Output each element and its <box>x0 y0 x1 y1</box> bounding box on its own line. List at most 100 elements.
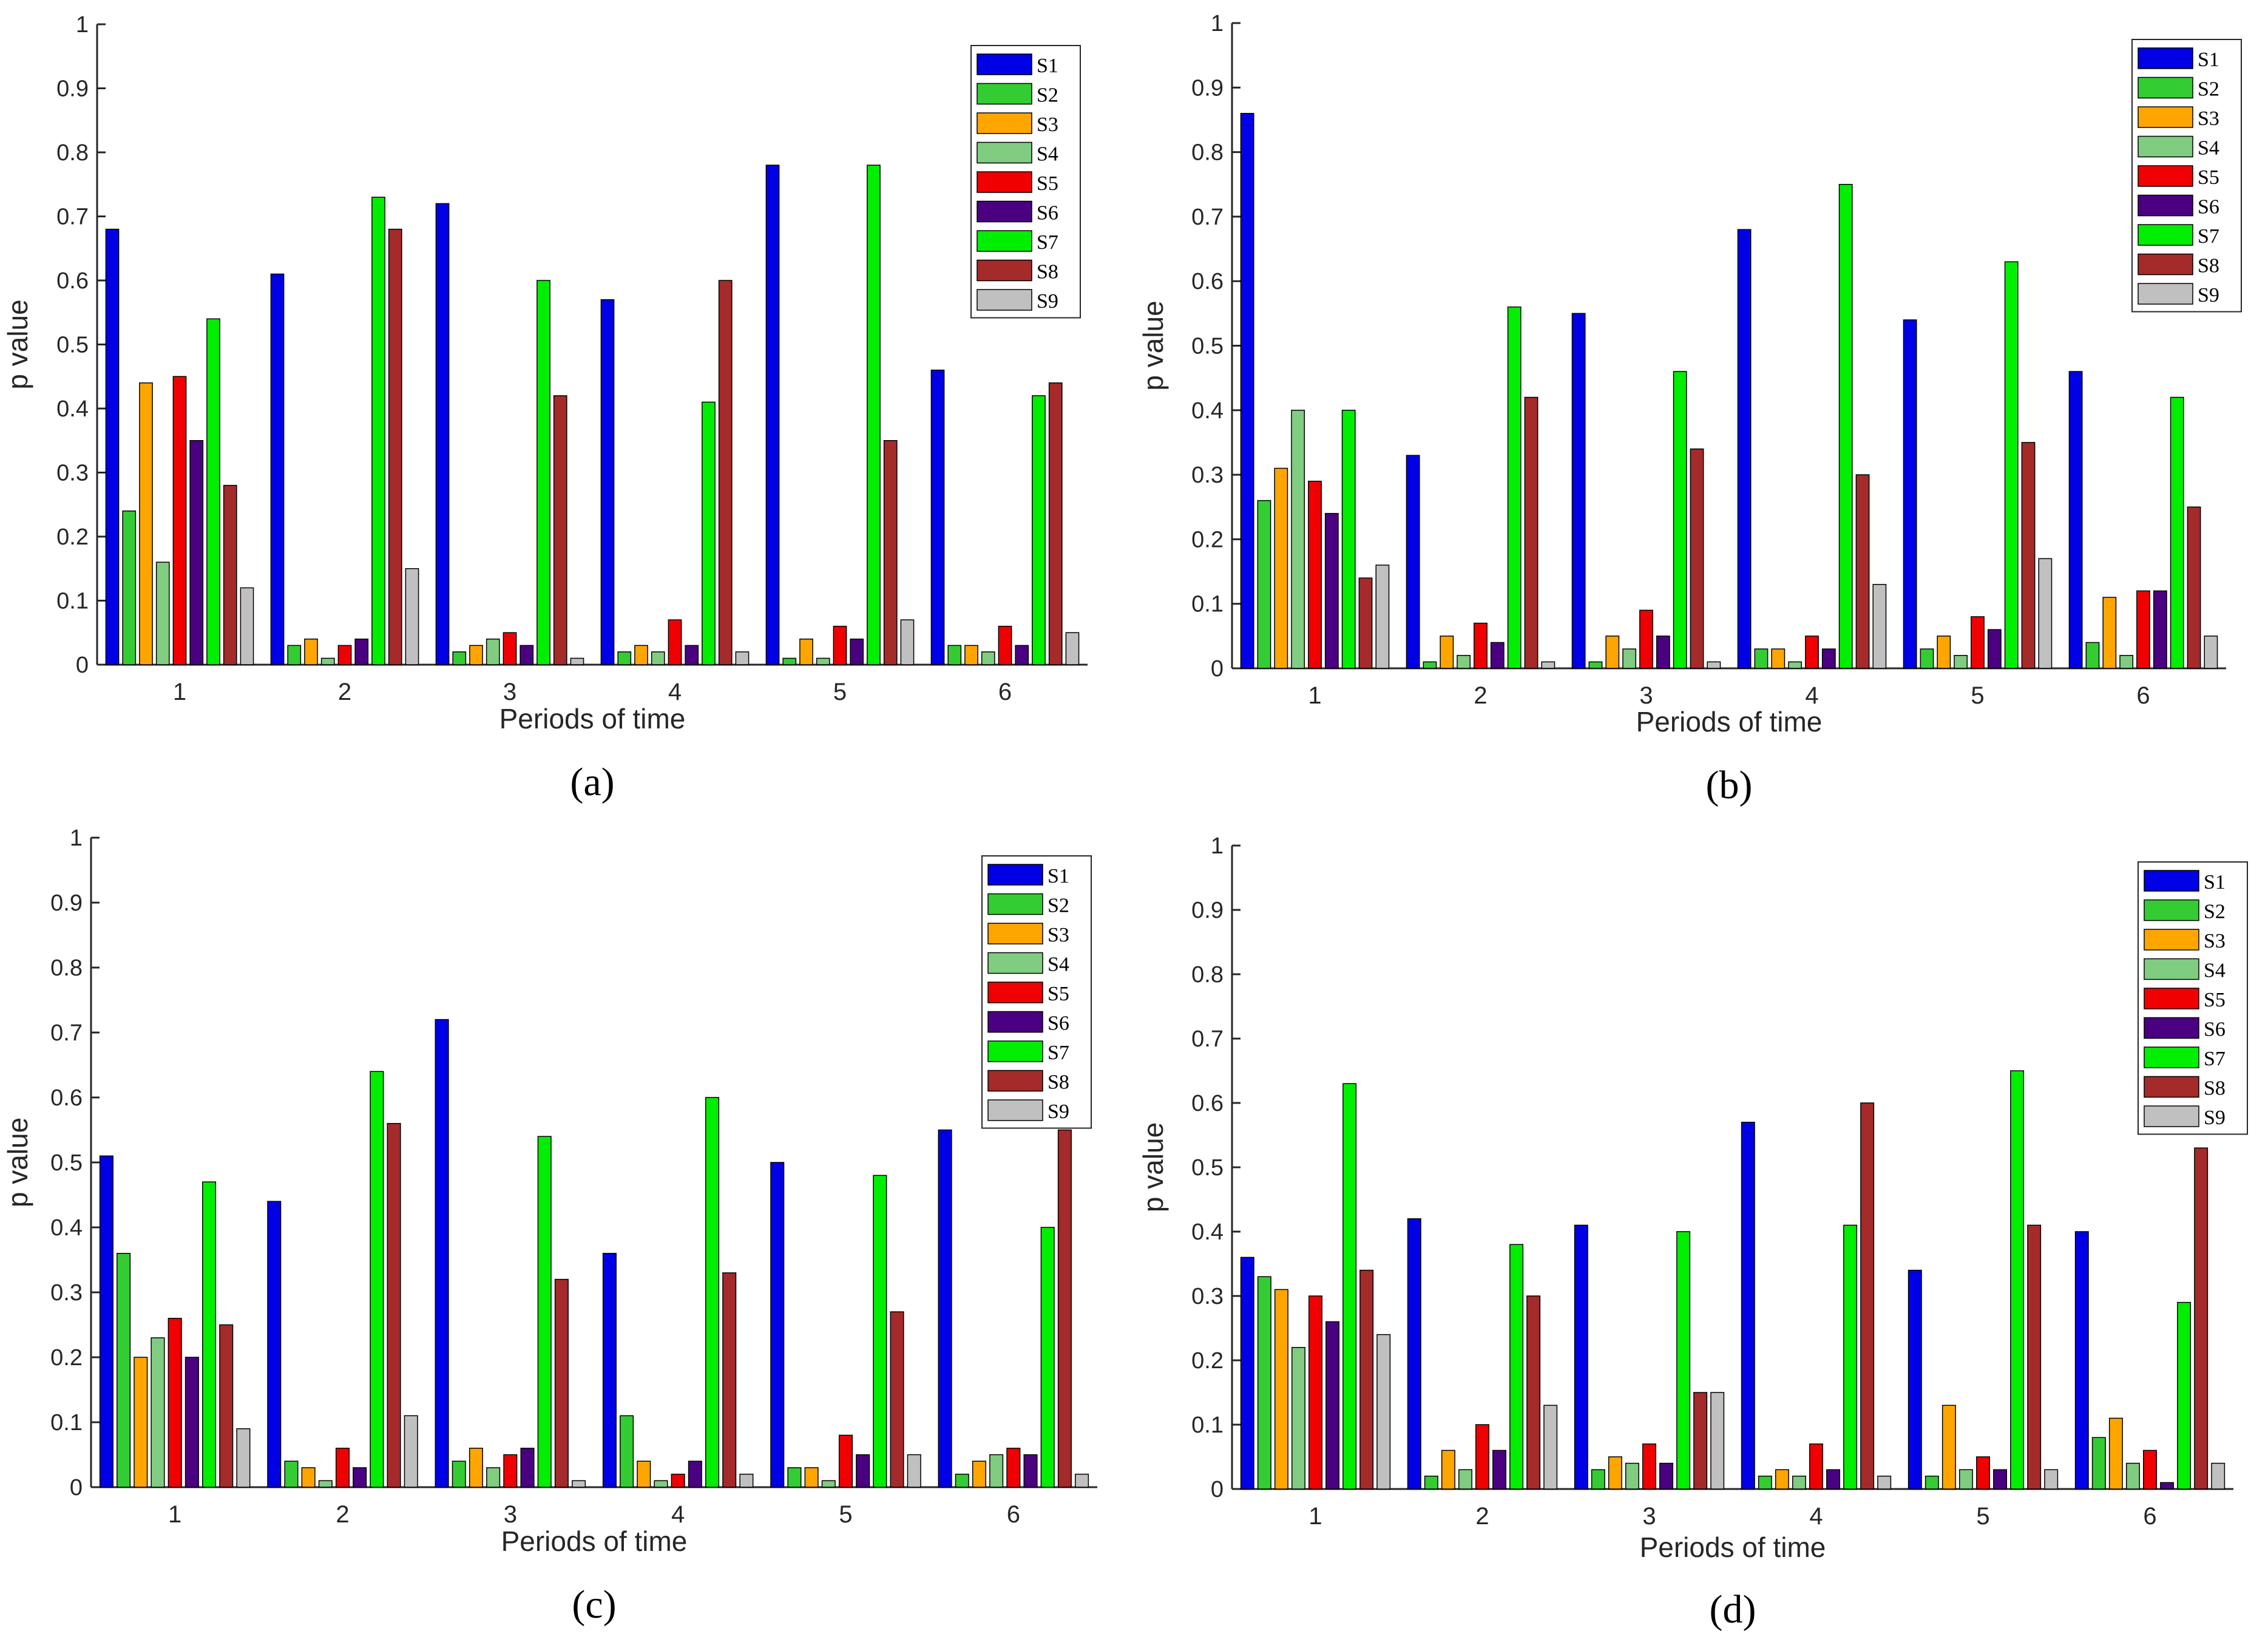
x-axis-label: Periods of time <box>501 1525 688 1557</box>
bar-s6-period-5 <box>1993 1469 2008 1490</box>
bar-s6-period-1 <box>189 440 204 665</box>
x-tick-label: 2 <box>1475 1503 1489 1530</box>
bar-s1-period-3 <box>1571 313 1586 669</box>
bar-s6-period-5 <box>856 1454 870 1488</box>
bar-s1-period-5 <box>765 164 780 665</box>
bar-s1-period-6 <box>930 369 945 665</box>
bar-s6-period-6 <box>1015 645 1029 665</box>
bar-s2-period-5 <box>782 657 797 665</box>
bar-s9-period-1 <box>236 1428 251 1488</box>
bar-s2-period-2 <box>284 1460 299 1488</box>
bar-s7-period-2 <box>371 197 385 665</box>
bar-s9-period-1 <box>1375 565 1390 669</box>
x-tick-label: 6 <box>998 679 1012 705</box>
bar-s3-period-1 <box>139 382 153 665</box>
bar-s7-period-3 <box>1673 371 1687 669</box>
y-tick-label: 0.2 <box>56 524 89 550</box>
legend-label-s5: S5 <box>1037 172 1058 195</box>
bar-s7-period-2 <box>1507 306 1522 669</box>
y-tick-label: 0.2 <box>50 1345 83 1371</box>
bar-s5-period-4 <box>1809 1443 1823 1490</box>
bar-s4-period-1 <box>151 1337 165 1488</box>
bar-s2-period-6 <box>955 1473 969 1488</box>
y-tick-label: 0.4 <box>1191 1219 1224 1245</box>
legend-label-s2: S2 <box>2198 78 2219 101</box>
bar-s6-period-3 <box>1659 1462 1674 1490</box>
bar-s6-period-5 <box>1987 629 2002 669</box>
x-tick-label: 5 <box>833 679 847 705</box>
bar-s9-period-3 <box>1710 1392 1725 1490</box>
y-tick-label: 0.5 <box>56 333 89 358</box>
bar-s4-period-5 <box>821 1480 836 1488</box>
bar-s6-period-6 <box>2160 1482 2175 1490</box>
bar-s7-period-6 <box>2170 396 2184 669</box>
y-tick-label: 0.5 <box>1191 334 1224 359</box>
legend-label-s1: S1 <box>2198 49 2219 71</box>
y-axis-label: p value <box>1137 300 1169 390</box>
bar-s1-period-3 <box>1574 1224 1588 1490</box>
bar-s4-period-3 <box>1622 648 1637 669</box>
bar-s9-period-6 <box>1075 1473 1089 1488</box>
bar-s2-period-2 <box>287 645 302 665</box>
legend-swatch-s7 <box>987 1040 1043 1062</box>
bar-s6-period-6 <box>1023 1454 1038 1488</box>
bar-s8-period-2 <box>1524 396 1539 669</box>
legend-swatch-s7 <box>977 230 1032 252</box>
bar-s9-period-4 <box>1877 1476 1892 1490</box>
bar-s2-period-6 <box>947 645 962 665</box>
x-tick-label: 5 <box>839 1501 852 1528</box>
legend-label-s7: S7 <box>1048 1042 1069 1064</box>
bar-s5-period-1 <box>168 1318 182 1488</box>
bar-s3-period-1 <box>134 1357 148 1488</box>
bar-s3-period-6 <box>2102 597 2117 669</box>
bar-s3-period-6 <box>972 1460 986 1488</box>
legend-swatch-s8 <box>2144 1076 2199 1098</box>
y-tick-label: 0.8 <box>56 140 89 166</box>
y-tick-label: 0.9 <box>1191 898 1224 923</box>
bar-s6-period-6 <box>2153 590 2167 669</box>
bar-s8-period-3 <box>553 395 567 665</box>
bar-s5-period-3 <box>503 632 517 665</box>
legend-label-s5: S5 <box>2204 989 2226 1011</box>
bar-s1-period-3 <box>435 203 450 665</box>
bar-s3-period-3 <box>469 645 483 665</box>
legend-label-s4: S4 <box>2198 137 2219 160</box>
y-tick-label: 0.2 <box>1191 1348 1224 1374</box>
bar-s1-period-4 <box>1741 1122 1755 1490</box>
legend-label-s4: S4 <box>1037 143 1058 166</box>
bar-s9-period-3 <box>570 657 584 665</box>
y-tick-label: 0.1 <box>56 589 89 614</box>
panel-caption: (d) <box>1710 1587 1756 1632</box>
y-tick-label: 0.3 <box>1191 463 1224 488</box>
bar-s1-period-1 <box>105 228 120 665</box>
bar-s6-period-1 <box>1325 1321 1340 1490</box>
bar-s5-period-6 <box>998 625 1012 665</box>
legend-label-s3: S3 <box>2198 107 2219 130</box>
bar-s2-period-4 <box>1758 1476 1772 1490</box>
bar-s5-period-4 <box>671 1473 685 1488</box>
bar-s1-period-5 <box>1907 1269 1922 1490</box>
bar-s5-period-5 <box>833 625 847 665</box>
bar-s7-period-1 <box>202 1181 217 1488</box>
bar-s1-period-6 <box>2068 371 2083 669</box>
legend-swatch-s1 <box>977 53 1032 75</box>
bar-s9-period-1 <box>1376 1334 1391 1490</box>
x-tick-label: 2 <box>1474 682 1487 709</box>
bar-s6-period-4 <box>685 645 699 665</box>
bar-s4-period-6 <box>2119 654 2134 669</box>
x-axis-label: Periods of time <box>499 703 686 734</box>
y-axis-label: p value <box>1137 1122 1169 1212</box>
bar-s3-period-3 <box>1605 636 1620 669</box>
bar-s4-period-1 <box>155 561 170 665</box>
bar-s9-period-1 <box>240 587 254 665</box>
bar-s1-period-4 <box>1737 229 1752 669</box>
bar-s4-period-4 <box>654 1480 668 1488</box>
legend-label-s5: S5 <box>2198 166 2219 189</box>
y-tick-label: 1 <box>70 826 83 851</box>
x-tick-label: 1 <box>168 1501 181 1528</box>
bar-s8-period-1 <box>1358 577 1373 669</box>
bar-s1-period-2 <box>267 1201 282 1488</box>
bar-s4-period-4 <box>1788 661 1803 669</box>
bar-s8-period-6 <box>2187 506 2201 669</box>
bar-s4-period-3 <box>486 639 500 665</box>
